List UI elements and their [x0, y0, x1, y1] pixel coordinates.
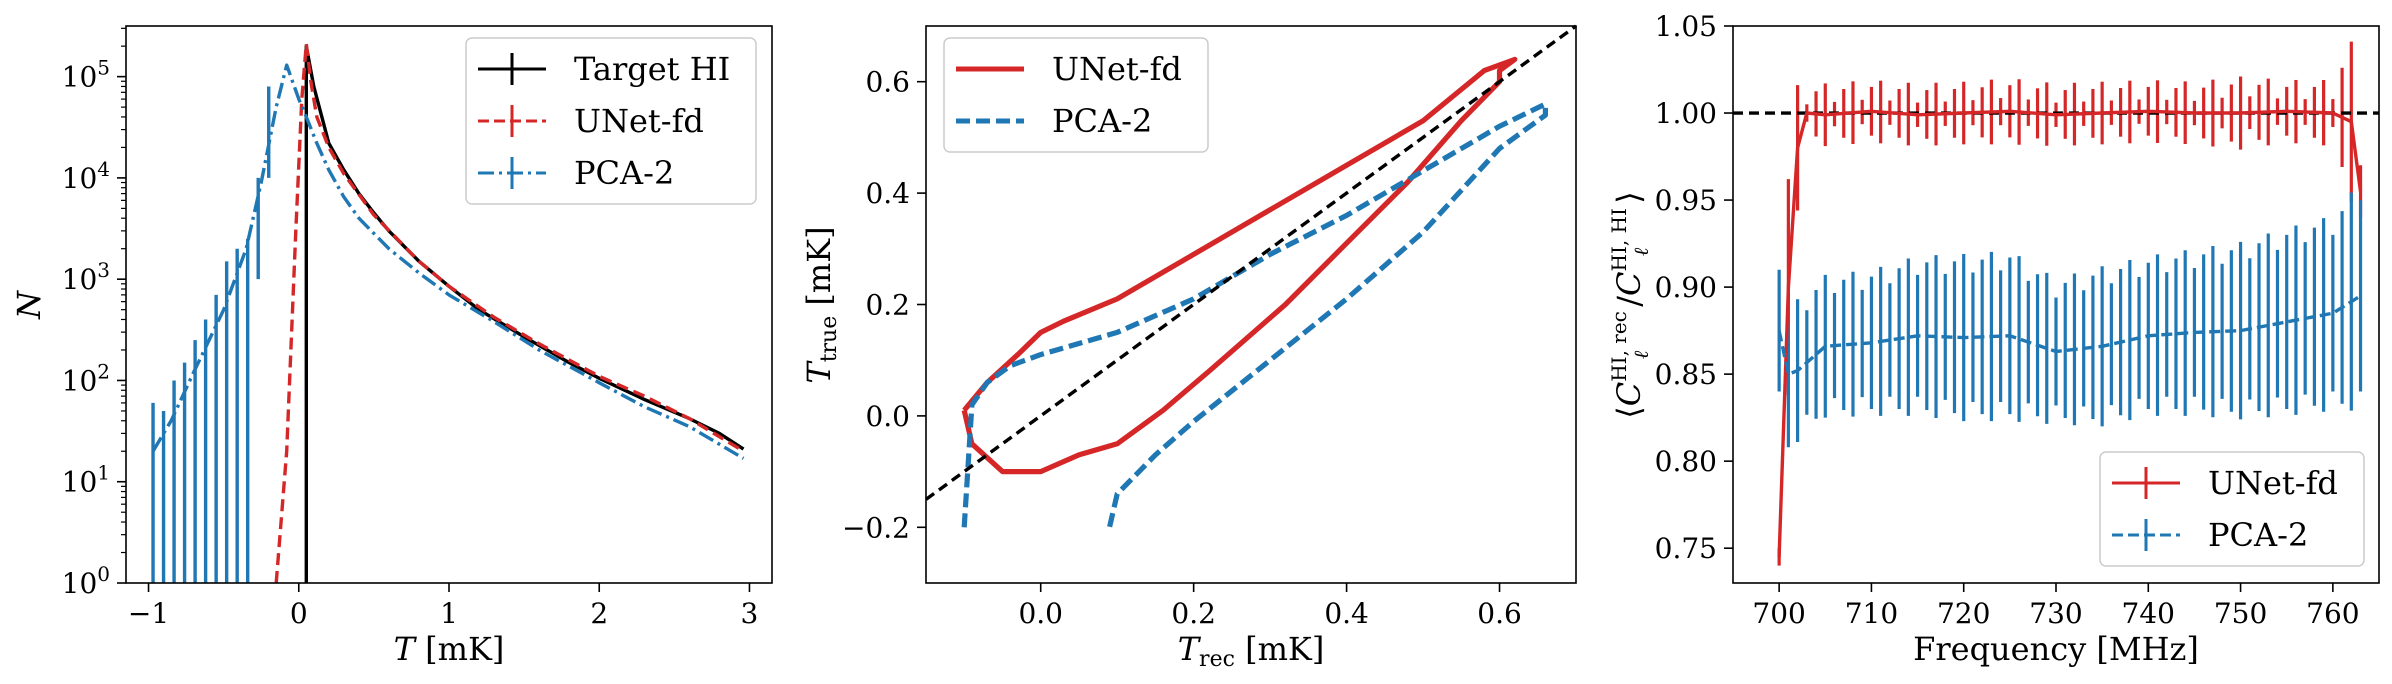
x-tick-label: 700: [1752, 597, 1805, 630]
legend-entry-unet-fd: UNet-fd: [478, 102, 704, 140]
y-tick-label: 0.85: [1655, 358, 1717, 391]
power-ratio-legend-box: [2099, 451, 2365, 567]
x-tick-label: −1: [128, 597, 169, 630]
histogram-x-ticks: −1 0 1 2 3: [128, 583, 758, 630]
diagonal-reference-line: [924, 24, 1578, 501]
y-tick-label: 0.95: [1655, 184, 1717, 217]
scatter-contour-x-label: Trec [mK]: [1178, 630, 1325, 672]
histogram-panel: −1 0 1 2 3 100 101 102 103 104 105 T [mK] N Targe…: [10, 25, 773, 668]
y-tick-label: 0.90: [1655, 271, 1717, 304]
scatter-contour-legend: UNet-fd PCA-2: [943, 37, 1209, 153]
x-tick-label: 760: [2306, 597, 2359, 630]
pca-2-line: [151, 63, 745, 460]
legend-entry-unet-fd: UNet-fd: [2112, 464, 2338, 502]
histogram-y-ticks: 100 101 102 103 104 105: [62, 27, 126, 600]
legend-label-pca-2: PCA-2: [574, 154, 674, 192]
power-ratio-y-ticks: 0.75 0.80 0.85 0.90 0.95 1.00 1.05: [1655, 10, 1733, 565]
x-tick-label: 0.6: [1477, 597, 1522, 630]
x-tick-label: 0: [290, 597, 308, 630]
y-tick-label: 0.0: [865, 400, 910, 433]
scatter-contour-x-ticks: 0.0 0.2 0.4 0.6: [1018, 583, 1522, 630]
x-tick-label: 720: [1937, 597, 1990, 630]
legend-entry-pca-2: PCA-2: [478, 154, 674, 192]
legend-label-target-hi: Target HI: [574, 50, 730, 88]
power-ratio-panel: 700 710 720 730 740 750 760 0.750.800.850.900.…: [1607, 10, 2380, 668]
scatter-contour-plot-area: [924, 24, 1578, 528]
histogram-plot-area: [151, 42, 745, 584]
unet-fd-contour: [961, 56, 1518, 475]
y-tick-label: 0.2: [865, 289, 910, 322]
y-tick-label: 0.6: [865, 66, 910, 99]
x-tick-label: 730: [2029, 597, 2082, 630]
legend-label-unet-fd: UNet-fd: [1052, 50, 1182, 88]
unet-fd-line: [274, 42, 745, 584]
pca-2-line: [1777, 294, 2362, 376]
x-tick-label: 740: [2122, 597, 2175, 630]
x-tick-label: 0.4: [1324, 597, 1369, 630]
y-tick-label: 1.05: [1655, 10, 1717, 43]
y-tick-label: 0.80: [1655, 445, 1717, 478]
scatter-contour-panel: 0.0 0.2 0.4 0.6 −0.20.00.20.40.6 Trec [mK] …: [800, 24, 1578, 672]
y-tick-label: 0.75: [1655, 532, 1717, 565]
histogram-legend-box: [465, 37, 757, 205]
legend-label-pca-2: PCA-2: [2208, 516, 2308, 554]
x-tick-label: 710: [1845, 597, 1898, 630]
y-tick-label: 101: [62, 461, 110, 499]
y-tick-label: 105: [62, 56, 110, 94]
x-tick-label: 1: [440, 597, 458, 630]
x-tick-label: 0.0: [1018, 597, 1063, 630]
histogram-legend: Target HI UNet-fd PCA-2: [465, 37, 757, 205]
legend-entry-pca-2: PCA-2: [2112, 516, 2308, 554]
legend-label-unet-fd: UNet-fd: [574, 102, 704, 140]
y-tick-label: 103: [62, 258, 110, 296]
power-ratio-x-label: Frequency [MHz]: [1913, 630, 2199, 668]
y-tick-label: 1.00: [1655, 97, 1717, 130]
x-tick-label: 3: [741, 597, 759, 630]
legend-entry-unet-fd: UNet-fd: [956, 50, 1182, 88]
scatter-contour-y-label: Ttrue [mK]: [800, 226, 842, 383]
power-ratio-y-label: ⟨CHI, recℓ/CHI, HIℓ⟩: [1607, 191, 1653, 418]
y-tick-label: 102: [62, 359, 110, 397]
power-ratio-x-ticks: 700 710 720 730 740 750 760: [1752, 583, 2360, 630]
unet-fd-line: [1777, 109, 2363, 557]
y-tick-label: 0.4: [865, 177, 910, 210]
x-tick-label: 2: [590, 597, 608, 630]
legend-entry-target-hi: Target HI: [478, 50, 730, 88]
x-tick-label: 750: [2214, 597, 2267, 630]
histogram-y-label: N: [10, 290, 48, 320]
y-tick-label: 100: [62, 562, 110, 600]
legend-entry-pca-2: PCA-2: [956, 102, 1152, 140]
y-tick-label: 104: [62, 157, 110, 195]
power-ratio-plot-area: [1733, 41, 2379, 566]
scatter-contour-y-ticks: −0.2 0.0 0.2 0.4 0.6: [842, 66, 926, 544]
x-tick-label: 0.2: [1171, 597, 1216, 630]
power-ratio-legend: UNet-fd PCA-2: [2099, 451, 2365, 567]
histogram-x-label: T [mK]: [394, 630, 505, 668]
pca-2-contour: [961, 101, 1549, 528]
y-tick-label: −0.2: [842, 511, 910, 544]
legend-label-unet-fd: UNet-fd: [2208, 464, 2338, 502]
legend-label-pca-2: PCA-2: [1052, 102, 1152, 140]
